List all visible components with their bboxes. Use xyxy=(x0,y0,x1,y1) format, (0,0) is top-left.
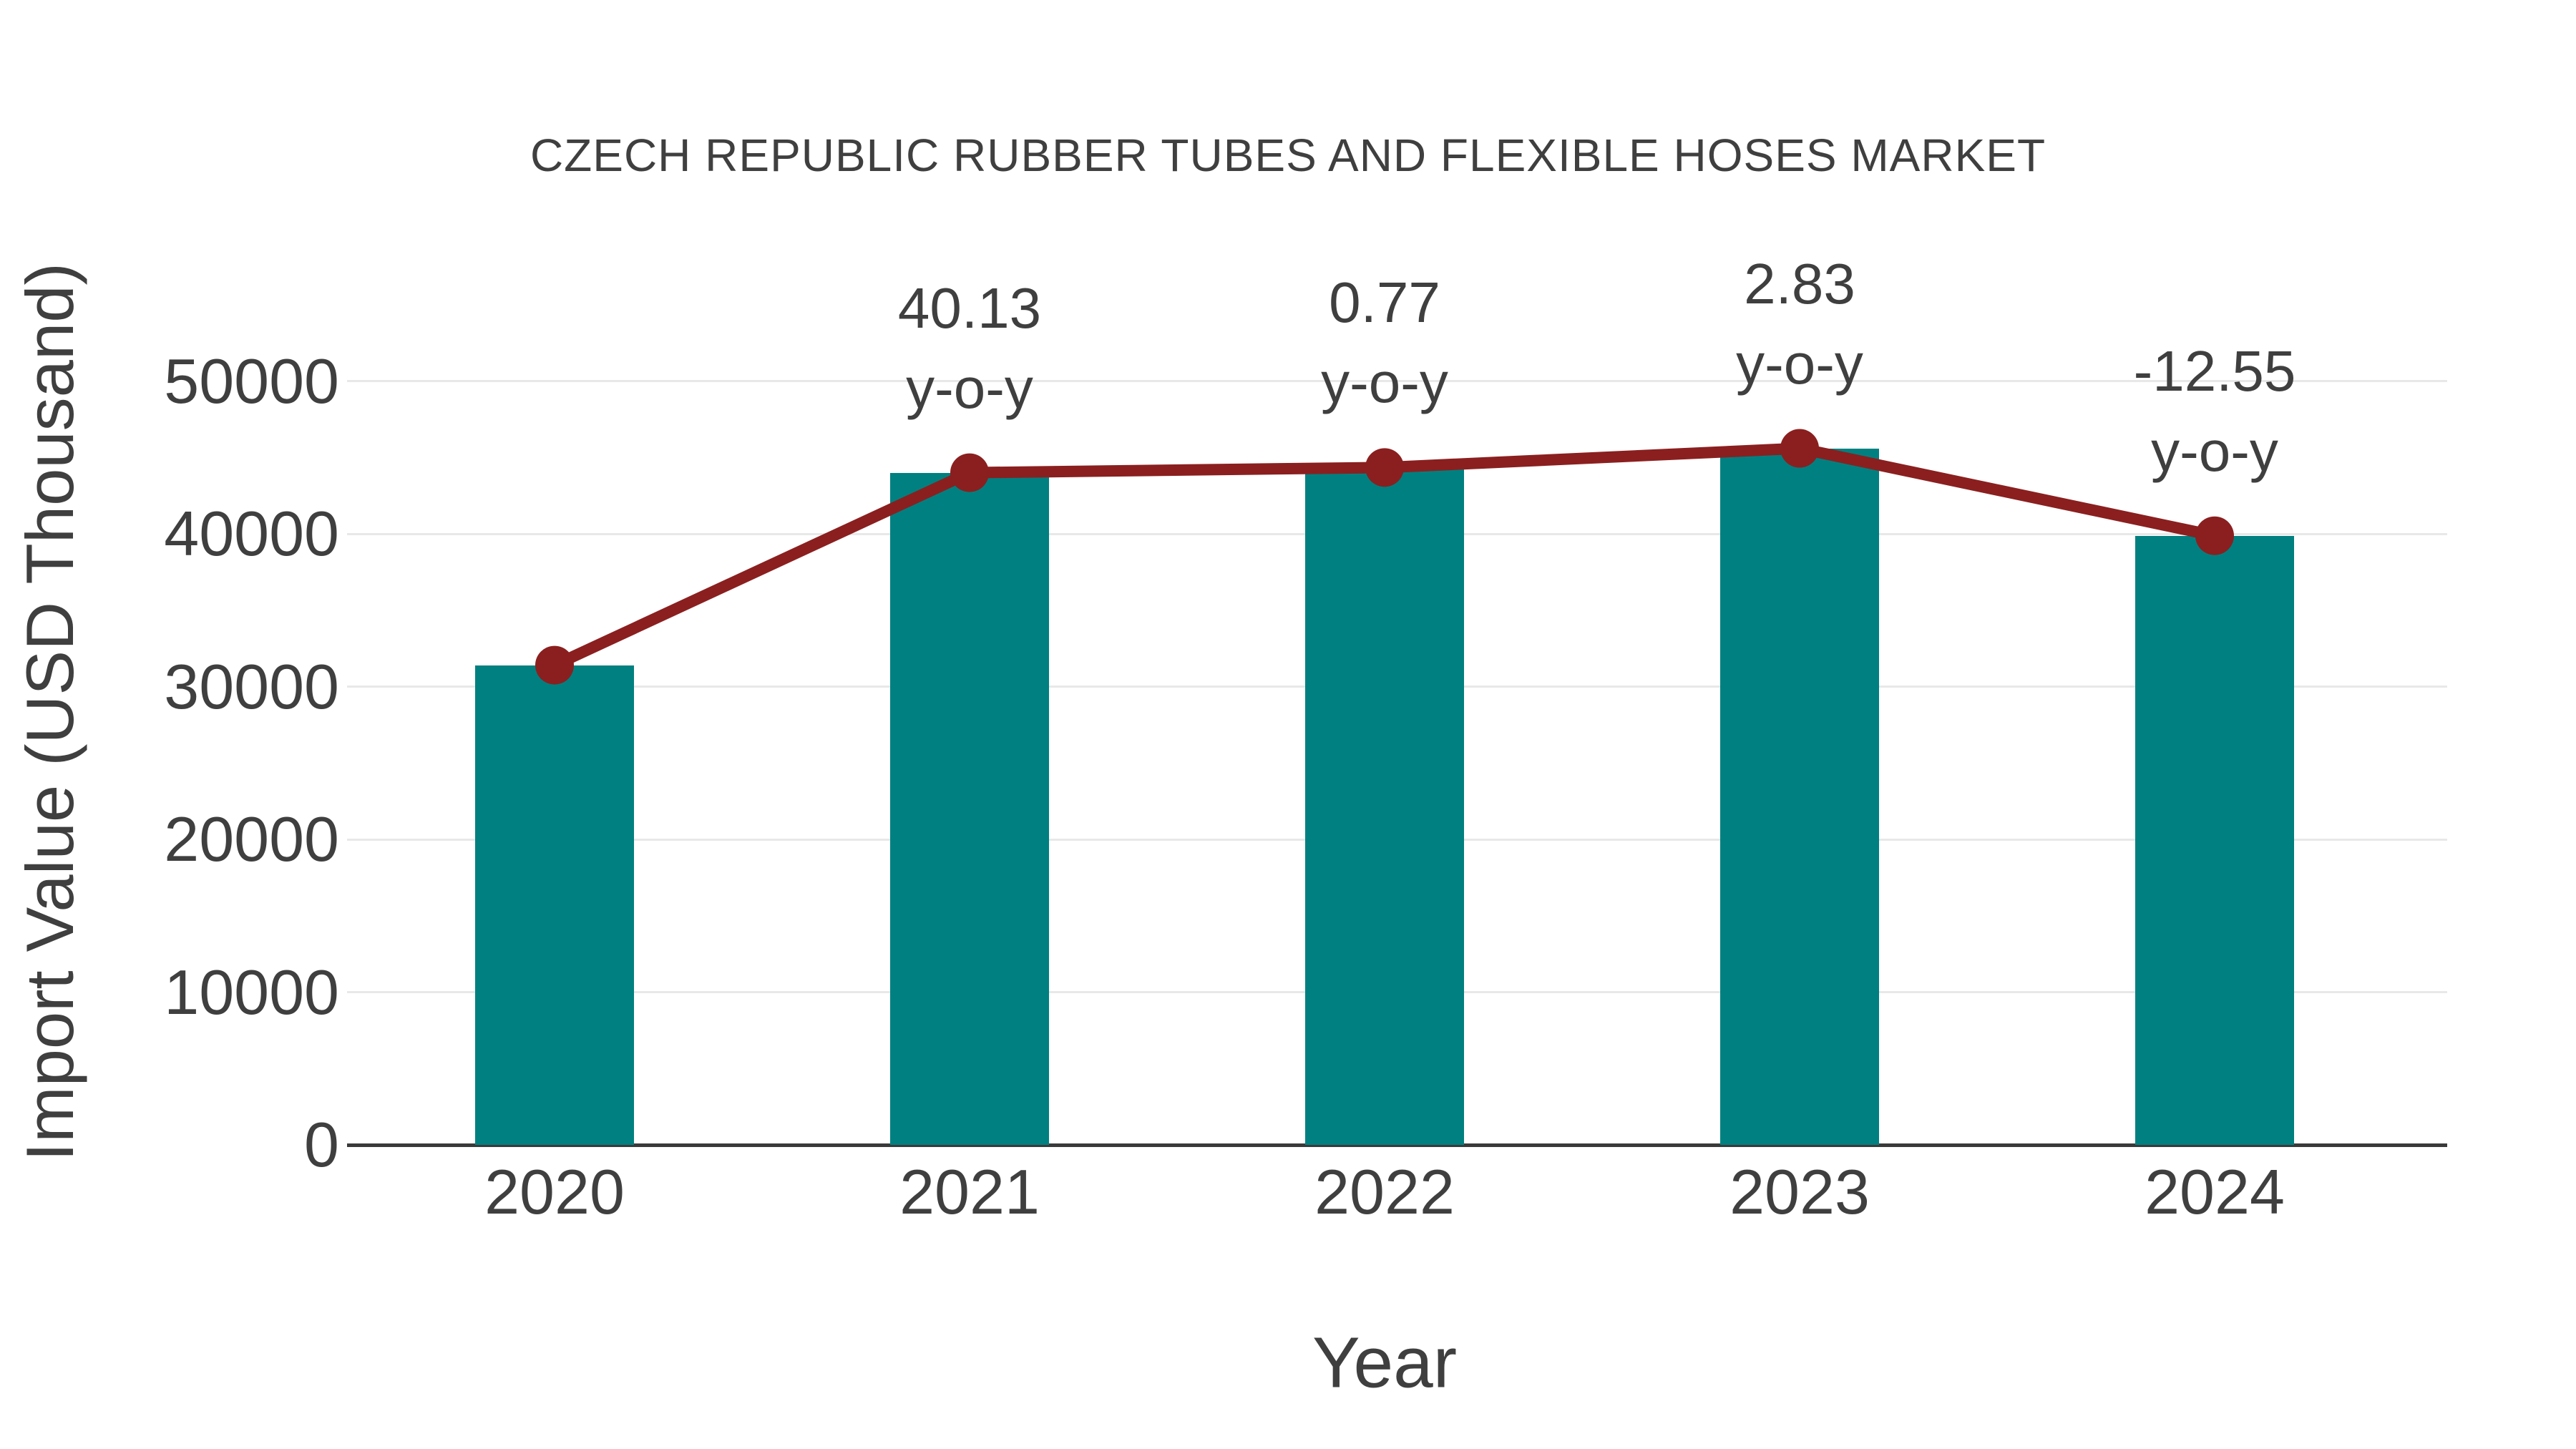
x-tick-label-2021: 2021 xyxy=(899,1156,1040,1227)
trend-marker-2024 xyxy=(2195,516,2234,555)
annotation-2024: -12.55 y-o-y xyxy=(2134,331,2296,492)
bar-2020 xyxy=(475,665,634,1145)
x-tick-label-2022: 2022 xyxy=(1314,1156,1455,1227)
y-tick-label-20000: 20000 xyxy=(164,804,339,874)
x-axis-title: Year xyxy=(1312,1322,1458,1403)
annotation-suffix: y-o-y xyxy=(1736,331,1863,396)
y-tick-label-50000: 50000 xyxy=(164,345,339,416)
annotation-2023: 2.83 y-o-y xyxy=(1736,244,1863,404)
x-tick-label-2024: 2024 xyxy=(2145,1156,2285,1227)
trend-marker-2021 xyxy=(950,453,989,492)
y-tick-label-30000: 30000 xyxy=(164,650,339,722)
annotation-suffix: y-o-y xyxy=(906,356,1033,420)
annotation-2021: 40.13 y-o-y xyxy=(898,268,1041,429)
bar-2021 xyxy=(890,472,1049,1145)
trend-marker-2022 xyxy=(1365,448,1404,487)
annotation-value: -12.55 xyxy=(2133,338,2296,403)
annotation-suffix: y-o-y xyxy=(2151,419,2278,483)
annotation-2022: 0.77 y-o-y xyxy=(1321,263,1448,423)
trend-marker-2023 xyxy=(1780,429,1819,468)
x-tick-label-2020: 2020 xyxy=(484,1156,625,1227)
annotation-value: 0.77 xyxy=(1329,270,1440,335)
gridline-50000 xyxy=(347,380,2447,382)
bar-2022 xyxy=(1305,467,1464,1145)
y-tick-label-10000: 10000 xyxy=(164,956,339,1028)
bar-2023 xyxy=(1720,448,1879,1145)
y-tick-label-0: 0 xyxy=(304,1109,339,1180)
x-axis-line xyxy=(347,1143,2447,1147)
y-tick-label-40000: 40000 xyxy=(164,498,339,569)
chart-title: CZECH REPUBLIC RUBBER TUBES AND FLEXIBLE… xyxy=(530,130,2046,181)
trend-marker-2020 xyxy=(535,645,574,685)
annotation-value: 2.83 xyxy=(1744,251,1855,316)
bar-2024 xyxy=(2135,535,2294,1145)
annotation-value: 40.13 xyxy=(897,275,1042,340)
x-tick-label-2023: 2023 xyxy=(1729,1156,1870,1227)
annotation-suffix: y-o-y xyxy=(1321,351,1448,415)
